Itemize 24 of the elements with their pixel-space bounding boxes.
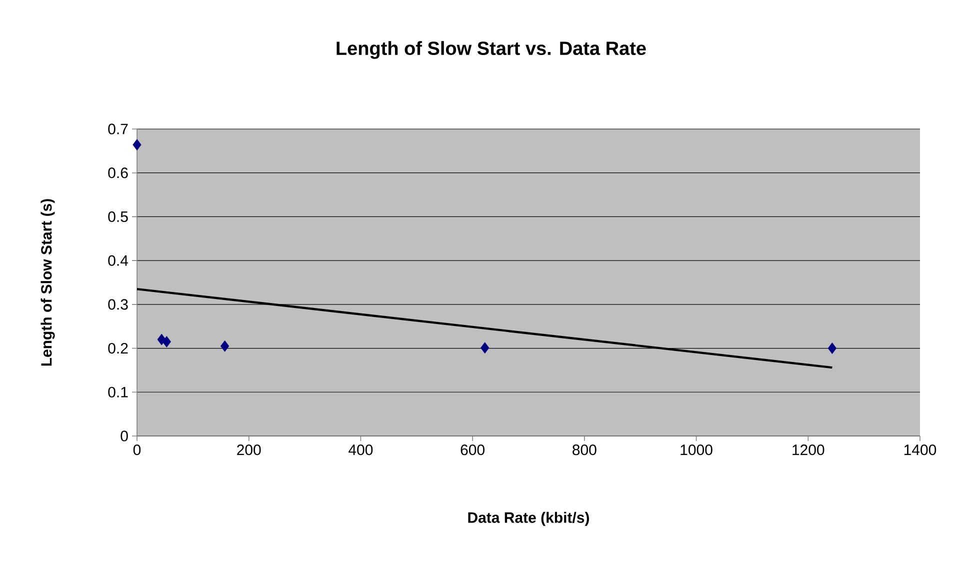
x-tick-label: 1000 xyxy=(680,444,712,456)
x-tick-label: 1400 xyxy=(904,444,936,456)
y-axis-title: Length of Slow Start (s) xyxy=(40,199,55,366)
point xyxy=(828,342,837,354)
y-tick-label: 0.7 xyxy=(108,124,128,134)
y-tick-label: 0.2 xyxy=(108,342,128,354)
y-tick-label: 0 xyxy=(120,430,128,442)
point xyxy=(220,340,230,352)
y-tick-label: 0.5 xyxy=(108,211,128,222)
x-tick-label: 200 xyxy=(237,444,261,456)
y-tick-label: 0.1 xyxy=(108,386,128,398)
y-tick-label: 0.6 xyxy=(108,168,128,178)
chart-title: Length of Slow Start vs. Data Rate xyxy=(336,41,646,59)
y-tick-label: 0.4 xyxy=(108,255,128,266)
point xyxy=(480,342,490,354)
point xyxy=(162,336,171,348)
x-tick-label: 400 xyxy=(348,444,373,456)
x-tick-label: 0 xyxy=(133,444,141,456)
x-tick-label: 1200 xyxy=(792,444,824,456)
point xyxy=(132,139,142,150)
y-tick-label: 0.3 xyxy=(108,299,128,310)
x-tick-label: 600 xyxy=(460,444,484,456)
x-axis-title: Data Rate (kbit/s) xyxy=(468,512,589,526)
x-tick-label: 800 xyxy=(572,444,596,456)
